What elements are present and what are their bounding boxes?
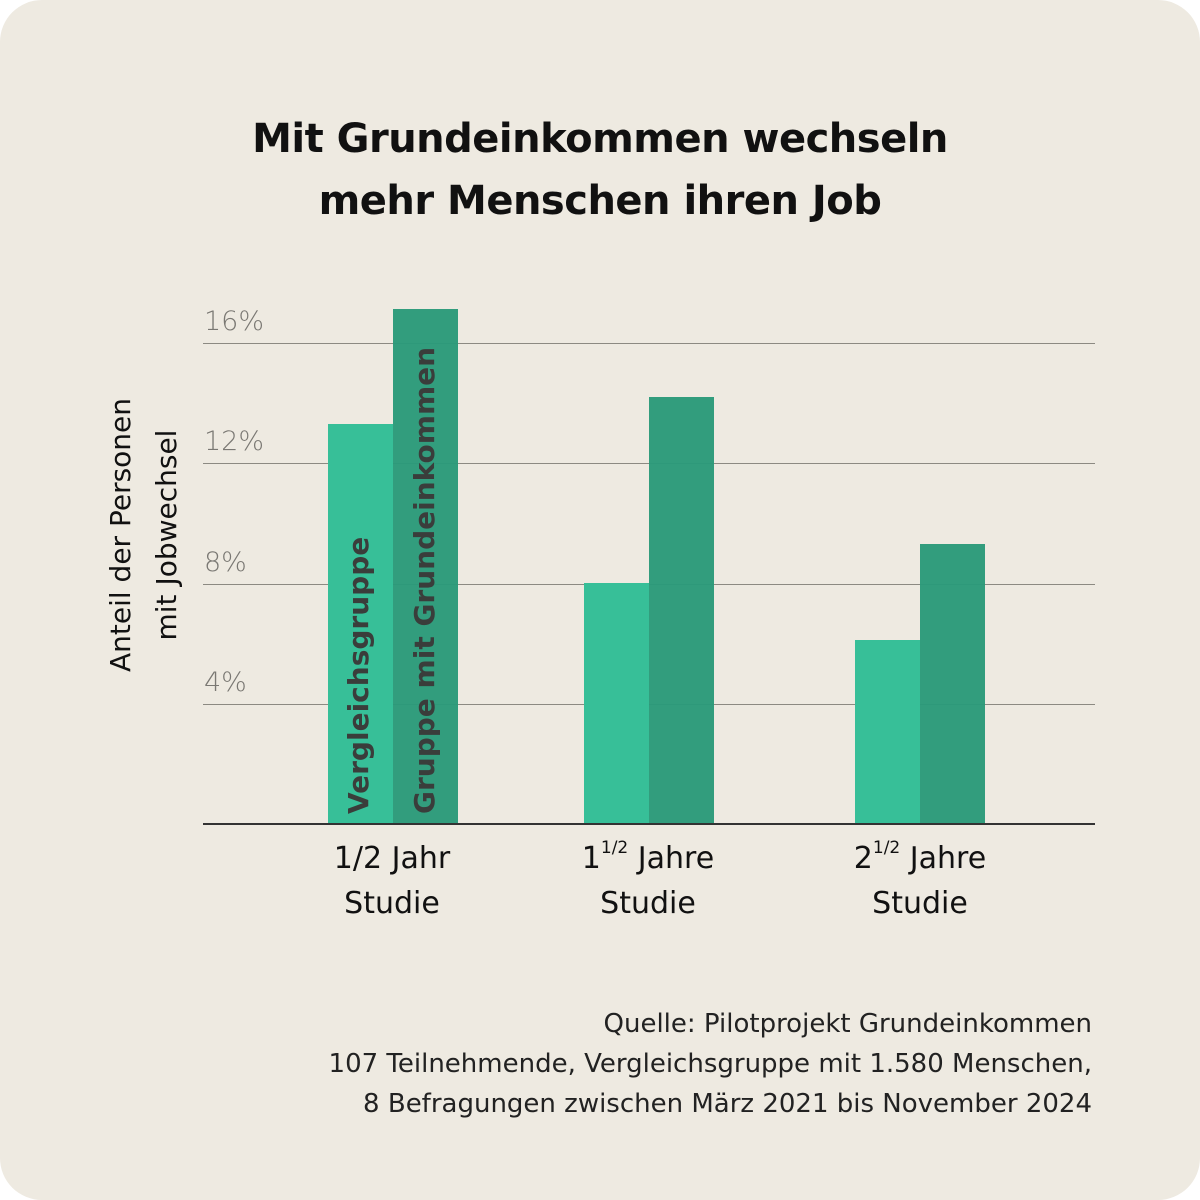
x-category-2-sup: 1/2 — [600, 838, 629, 858]
y-tick-16: 16% — [204, 306, 265, 337]
bar-control-2 — [584, 583, 649, 824]
x-category-1-line2: Studie — [344, 886, 440, 921]
bar-treatment-2 — [649, 397, 714, 824]
x-category-2: 11/2 Jahre Studie — [528, 836, 768, 926]
y-tick-8: 8% — [204, 547, 247, 578]
source-line3: 8 Befragungen zwischen März 2021 bis Nov… — [363, 1089, 1092, 1119]
x-category-3-line1: 21/2 Jahre — [800, 836, 1040, 881]
x-category-2-main: Jahre — [637, 841, 715, 876]
bar-control-1 — [328, 424, 393, 824]
x-category-1: 1/2 Jahr Studie — [272, 836, 512, 926]
x-category-2-prefix: 1 — [581, 841, 601, 876]
series-label-control: Vergleichsgruppe — [342, 536, 375, 814]
series-label-treatment: Gruppe mit Grundeinkommen — [408, 346, 441, 814]
source-note: Quelle: Pilotprojekt Grundeinkommen 107 … — [329, 1004, 1092, 1124]
x-category-3-prefix: 2 — [853, 841, 873, 876]
x-category-3-sup: 1/2 — [872, 838, 901, 858]
x-category-3-main: Jahre — [909, 841, 987, 876]
x-axis-baseline — [203, 823, 1095, 825]
chart-title: Mit Grundeinkommen wechseln mehr Mensche… — [0, 108, 1200, 232]
y-tick-4: 4% — [204, 667, 247, 698]
source-line2: 107 Teilnehmende, Vergleichsgruppe mit 1… — [328, 1049, 1092, 1079]
bar-treatment-1 — [393, 309, 458, 824]
bar-control-3 — [855, 640, 920, 824]
gridline-16 — [203, 343, 1095, 344]
x-category-3: 21/2 Jahre Studie — [800, 836, 1040, 926]
x-category-3-line2: Studie — [872, 886, 968, 921]
x-category-1-line1: 1/2 Jahr — [333, 841, 451, 876]
chart-title-line1: Mit Grundeinkommen wechseln — [252, 116, 948, 162]
x-category-2-line2: Studie — [600, 886, 696, 921]
chart-title-line2: mehr Menschen ihren Job — [318, 178, 882, 224]
bar-treatment-3 — [920, 544, 985, 824]
source-line1: Quelle: Pilotprojekt Grundeinkommen — [603, 1009, 1093, 1039]
x-category-2-line1: 11/2 Jahre — [528, 836, 768, 881]
y-tick-12: 12% — [204, 426, 265, 457]
